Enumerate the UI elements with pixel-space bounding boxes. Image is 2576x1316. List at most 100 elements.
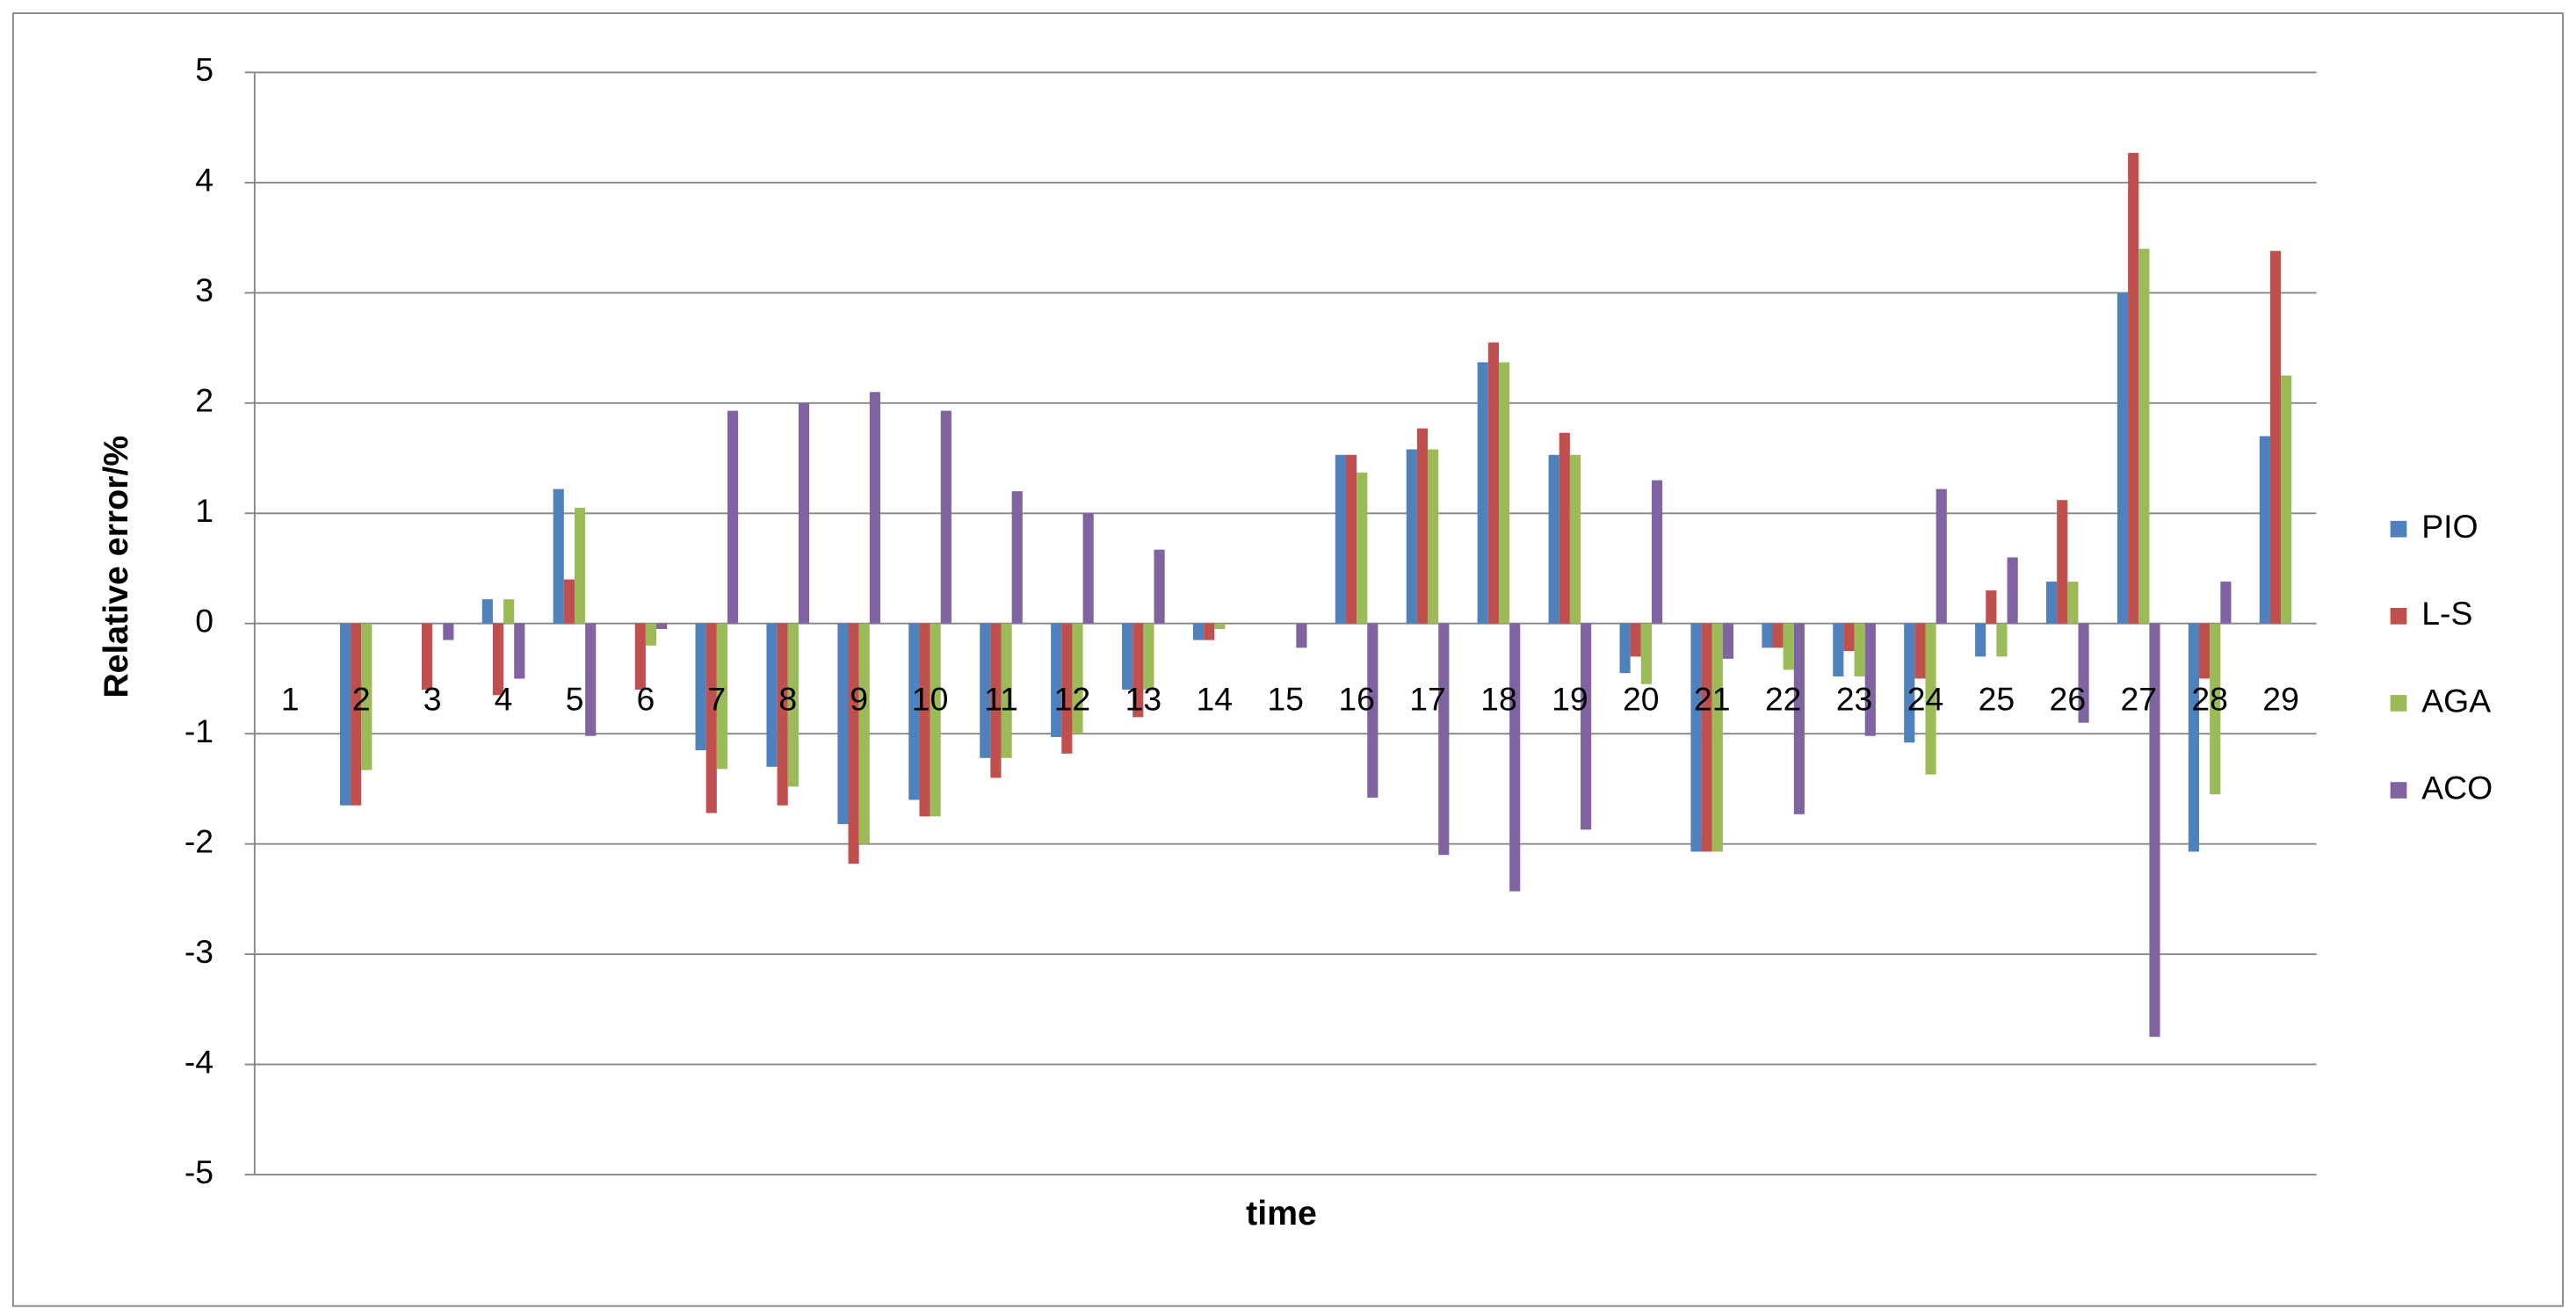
bar [1833,623,1844,676]
x-tick-label: 12 [1054,680,1091,717]
bar [2078,623,2089,723]
bar [1722,623,1734,659]
x-tick-label: 21 [1694,680,1731,717]
bar [2067,582,2079,624]
bar [1559,432,1570,624]
bar [1762,623,1773,648]
chart-border [12,12,2564,1307]
bar [787,623,799,787]
bar [421,623,433,691]
bar [2220,582,2232,624]
x-tick-label: 23 [1836,680,1873,717]
bar [2269,250,2282,624]
bar [706,623,717,813]
x-tick-label: 3 [423,680,442,717]
bar [837,623,849,825]
bar [766,623,778,767]
x-tick-label: 4 [495,680,513,717]
bar [1204,623,1215,640]
bar [645,623,657,646]
bar [563,579,575,624]
y-tick-label: -1 [185,712,213,749]
legend-label: AGA [2421,682,2491,719]
bar [2057,500,2068,624]
bar [1051,623,1062,737]
x-tick-label: 25 [1979,680,2015,717]
bar [585,623,597,736]
bar [1416,428,1429,624]
bar [1296,623,1307,648]
bar [2210,623,2221,795]
bar [443,623,454,640]
bar [1630,623,1641,657]
bar [1011,491,1023,624]
x-tick-label: 14 [1196,680,1233,717]
bar [1986,590,1997,624]
x-tick-label: 24 [1907,680,1944,717]
bar [1711,623,1723,852]
bar [1072,623,1083,734]
bar [492,623,504,696]
bar [1154,549,1165,624]
x-tick-label: 8 [778,680,797,717]
bar [1914,623,1926,679]
bar [339,623,351,806]
x-tick-label: 27 [2120,680,2157,717]
x-tick-label: 9 [850,680,868,717]
bar [2188,623,2200,852]
bar [361,623,373,770]
bar [1143,623,1154,691]
bar [1548,454,1559,624]
bar [1357,472,1368,624]
bar [1640,623,1652,684]
bar [798,402,810,624]
legend-label: PIO [2421,508,2478,545]
bar [2281,375,2292,624]
bar [716,623,727,770]
x-tick-label: 18 [1480,680,1517,717]
bar [1192,623,1205,640]
bar [1477,362,1488,624]
bar [1854,623,1865,676]
bar [1569,454,1581,624]
bar [2199,623,2211,679]
legend-swatch [2390,520,2407,538]
bar [2007,557,2018,624]
x-tick-label: 22 [1765,680,1802,717]
bar [1904,623,1915,743]
bar [1428,449,1439,624]
bar [2138,249,2150,624]
bar [1061,623,1073,754]
bar [503,599,515,624]
bar [514,623,525,679]
x-tick-label: 19 [1552,680,1588,717]
bar [1936,488,1947,624]
bar [574,507,586,624]
bar [1864,623,1876,736]
bar [2117,293,2129,624]
x-tick-label: 6 [637,680,655,717]
bar [634,623,646,691]
bar [727,410,739,624]
bar [1367,623,1378,798]
bar [1214,623,1226,630]
bar [1335,454,1346,624]
legend-swatch [2390,607,2407,625]
x-tick-label: 26 [2050,680,2087,717]
x-tick-label: 29 [2262,680,2299,717]
bar [1996,623,2008,657]
bar [919,623,930,817]
bar [656,623,668,630]
x-tick-label: 10 [912,680,949,717]
legend-label: L-S [2421,595,2472,632]
x-tick-label: 20 [1623,680,1660,717]
bar [1651,480,1663,624]
bar [1132,623,1144,718]
x-tick-label: 7 [707,680,726,717]
legend-swatch [2390,782,2407,799]
bar [858,623,870,844]
bar [1122,623,1133,691]
y-tick-label: 3 [195,271,213,308]
bar [908,623,920,800]
bar [1001,623,1012,758]
